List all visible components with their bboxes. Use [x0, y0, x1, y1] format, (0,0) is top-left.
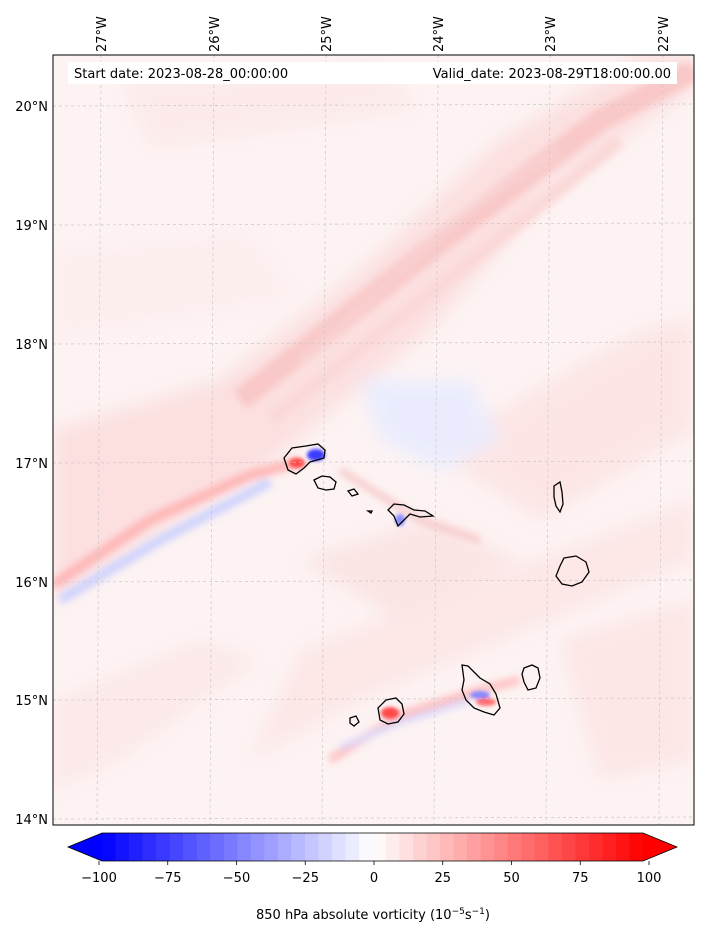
colorbar-ticks: −100 −75 −50 −25 0 25 50 75 100: [81, 861, 661, 886]
island-santiago: [461, 664, 501, 716]
colorbar-segment: [413, 833, 428, 861]
lon-tick-label: 27°W: [95, 16, 110, 52]
island-boa-vista: [555, 555, 590, 587]
colorbar-segment: [318, 833, 333, 861]
colorbar-segment: [453, 833, 468, 861]
colorbar-segment: [575, 833, 590, 861]
island-sal: [553, 480, 564, 514]
colorbar-tick-label: −50: [223, 871, 250, 886]
colorbar-segment: [602, 833, 617, 861]
colorbar-segment: [440, 833, 455, 861]
island-sao-vicente: [313, 475, 337, 491]
colorbar-segment: [196, 833, 211, 861]
colorbar-segments: [102, 833, 644, 861]
lat-tick-labels: 20°N 19°N 18°N 17°N 16°N 15°N 14°N: [15, 100, 48, 828]
colorbar-segment: [629, 833, 644, 861]
colorbar-segment: [102, 833, 117, 861]
colorbar-segment: [115, 833, 130, 861]
map-frame: [52, 54, 695, 826]
vorticity-cores: [289, 449, 496, 719]
lat-tick-label: 15°N: [15, 694, 48, 709]
colorbar-tick-label: 25: [434, 871, 451, 886]
colorbar-outline: [66, 832, 679, 862]
colorbar-segment: [223, 833, 238, 861]
colorbar-segment: [304, 833, 320, 861]
colorbar-segment: [358, 833, 374, 861]
colorbar-extend-min: [68, 833, 102, 861]
colorbar-segment: [521, 833, 536, 861]
colorbar-tick-label: −25: [292, 871, 319, 886]
island-santa-luzia: [346, 488, 360, 497]
map-panel: [53, 55, 694, 825]
colorbar-tick-label: 75: [572, 871, 589, 886]
colorbar-segment: [467, 833, 482, 861]
lon-tick-label: 24°W: [432, 16, 447, 52]
lat-tick-label: 14°N: [15, 813, 48, 828]
lat-tick-label: 16°N: [15, 576, 48, 591]
colorbar-segment: [291, 833, 306, 861]
lon-tick-label: 25°W: [320, 16, 335, 52]
colorbar-segment: [277, 833, 292, 861]
colorbar-label: 850 hPa absolute vorticity (10−5s−1): [256, 907, 490, 923]
lon-tick-label: 23°W: [544, 16, 559, 52]
colorbar-segment: [615, 833, 631, 861]
colorbar: −100 −75 −50 −25 0 25 50 75 100: [66, 832, 679, 886]
valid-date-label: Valid_date: 2023-08-29T18:00:00.00: [433, 67, 671, 82]
colorbar-segment: [426, 833, 441, 861]
island-branco: [365, 510, 374, 514]
colorbar-segment: [386, 833, 401, 861]
lat-tick-label: 17°N: [15, 457, 48, 472]
colorbar-segment: [264, 833, 279, 861]
colorbar-segment: [210, 833, 225, 861]
colorbar-segment: [156, 833, 171, 861]
island-brava: [349, 715, 360, 727]
colorbar-segment: [331, 833, 347, 861]
island-sao-nicolau: [387, 503, 436, 528]
colorbar-tick-label: 100: [637, 871, 662, 886]
colorbar-tick-label: −75: [154, 871, 181, 886]
colorbar-segment: [588, 833, 604, 861]
colorbar-segment: [345, 833, 360, 861]
start-date-label: Start date: 2023-08-28_00:00:00: [74, 67, 288, 82]
gridlines: [53, 55, 694, 825]
colorbar-segment: [250, 833, 265, 861]
lon-tick-label: 26°W: [208, 16, 223, 52]
colorbar-segment: [129, 833, 144, 861]
date-header-box: [68, 62, 677, 84]
lon-tick-label: 22°W: [657, 16, 672, 52]
lat-tick-label: 20°N: [15, 100, 48, 115]
colorbar-tick-label: 50: [503, 871, 520, 886]
colorbar-segment: [534, 833, 549, 861]
lat-tick-label: 19°N: [15, 219, 48, 234]
colorbar-segment: [480, 833, 495, 861]
colorbar-segment: [494, 833, 509, 861]
colorbar-segment: [548, 833, 563, 861]
vorticity-streaks: [53, 60, 694, 763]
island-fogo: [377, 697, 405, 725]
colorbar-extend-max: [643, 833, 677, 861]
island-maio: [521, 664, 541, 691]
colorbar-tick-label: −100: [81, 871, 117, 886]
colorbar-segment: [237, 833, 252, 861]
lat-tick-label: 18°N: [15, 338, 48, 353]
colorbar-segment: [183, 833, 198, 861]
lon-tick-labels: 27°W 26°W 25°W 24°W 23°W 22°W: [95, 16, 672, 52]
colorbar-segment: [507, 833, 522, 861]
coastlines: [283, 443, 590, 727]
colorbar-segment: [399, 833, 414, 861]
colorbar-segment: [142, 833, 157, 861]
island-santo-antao: [283, 443, 326, 475]
colorbar-segment: [169, 833, 184, 861]
colorbar-tick-label: 0: [370, 871, 378, 886]
colorbar-segment: [561, 833, 576, 861]
colorbar-segment: [372, 833, 387, 861]
